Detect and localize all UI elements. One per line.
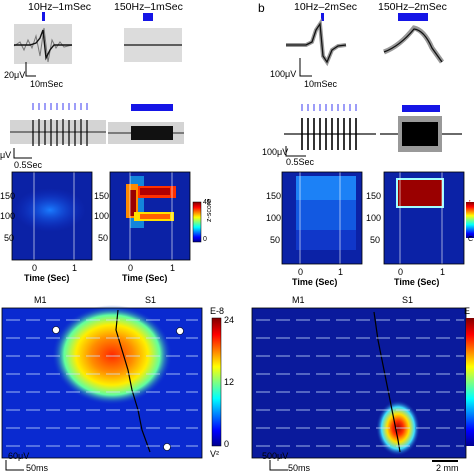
wave-time-label-b: 10mSec (304, 79, 338, 89)
map-colorbar-mid: 12 (224, 377, 235, 387)
distance-scale-label: 2 mm (436, 463, 459, 473)
map-amp-label-b: 500μV (262, 451, 289, 461)
heatmap-150hz-2ms (383, 171, 465, 265)
map-a-region-s1: S1 (145, 295, 157, 305)
heatmap-d-xtick-0: 0 (398, 267, 404, 277)
heatmap-a-xlabel: Time (Sec) (24, 273, 70, 283)
waveform-10hz-2ms (286, 18, 347, 67)
pulse-train-150hz-1ms (108, 122, 184, 144)
heatmap-colorbar-b-bottom: C (468, 236, 474, 243)
heatmap-a-ytick-150: 150 (0, 191, 16, 201)
waveform-150hz-1ms (124, 28, 182, 62)
waveform-150hz-2ms (383, 25, 445, 64)
heatmap-b-ytick-50: 50 (98, 233, 109, 243)
stim-title-10hz-2ms: 10Hz–2mSec (294, 1, 358, 13)
pulse-train-10hz-2ms (284, 118, 376, 150)
heatmap-a-ytick-50: 50 (4, 233, 15, 243)
train-amp-label-b: 100μV (262, 147, 289, 157)
map-colorbar-a (211, 317, 222, 447)
stim-marker-10hz-2ms (321, 13, 324, 21)
map-a-region-m1: M1 (34, 295, 47, 305)
wave-time-label-a: 10mSec (30, 79, 64, 89)
heatmap-c-ytick-150: 150 (266, 191, 282, 201)
waveform-10hz-1ms (13, 24, 73, 64)
stim-marker-150hz-1ms (143, 13, 153, 21)
heatmap-c-xtick-0: 0 (298, 267, 304, 277)
electrode-traces-b (256, 319, 464, 447)
power-map-b (251, 307, 467, 459)
power-map-a (1, 305, 203, 459)
heatmap-a-xtick-0: 0 (32, 263, 38, 273)
heatmap-colorbar-max: 45 (203, 199, 211, 206)
pulse-train-markers-10hz (32, 103, 88, 110)
pulse-train-10hz-1ms (10, 119, 106, 146)
heatmap-10hz-1ms (11, 171, 93, 261)
heatmap-colorbar-b (466, 202, 474, 238)
map-colorbar-min: 0 (224, 439, 230, 449)
heatmap-d-xlabel: Time (Sec) (394, 277, 440, 287)
heatmap-b-ytick-150: 150 (94, 191, 110, 201)
pulse-train-marker-150hz-b (402, 105, 440, 112)
heatmap-colorbar-label: z-score (206, 199, 213, 222)
train-time-label-b: 0.5Sec (286, 157, 315, 167)
heatmap-b-xtick-1: 1 (170, 263, 176, 273)
map-amp-label-a: 60μV (8, 451, 30, 461)
map-colorbar-exp: E-8 (210, 306, 225, 316)
map-colorbar-max: 24 (224, 315, 235, 325)
map-b-region-s1: S1 (402, 295, 414, 305)
heatmap-d-ytick-50: 50 (370, 235, 381, 245)
stim-title-150hz-2ms: 150Hz–2mSec (378, 1, 447, 13)
map-colorbar-b (466, 318, 474, 446)
heatmap-colorbar (192, 201, 202, 243)
heatmap-b-xtick-0: 0 (128, 263, 134, 273)
heatmap-a-ytick-100: 100 (0, 211, 16, 221)
map-colorbar-unit: V² (210, 449, 219, 459)
wave-amp-label-a: 20μV (4, 70, 26, 80)
heatmap-c-xlabel: Time (Sec) (292, 277, 338, 287)
heatmap-c-xtick-1: 1 (338, 267, 344, 277)
pulse-train-markers-10hz-b (301, 104, 357, 111)
heatmap-b-xlabel: Time (Sec) (122, 273, 168, 283)
heatmap-c-ytick-50: 50 (270, 235, 281, 245)
map-time-label-b: 50ms (288, 463, 311, 473)
stim-marker-150hz-2ms (398, 13, 428, 21)
heatmap-150hz-1ms (109, 171, 191, 261)
map-b-region-m1: M1 (292, 295, 305, 305)
stim-marker-10hz-1ms (42, 12, 45, 21)
wave-amp-label-b: 100μV (270, 69, 297, 79)
map-time-label-a: 50ms (26, 463, 49, 473)
heatmap-c-ytick-100: 100 (266, 213, 282, 223)
pulse-train-150hz-2ms (380, 116, 462, 152)
heatmap-b-ytick-100: 100 (94, 211, 110, 221)
pulse-train-marker-150hz (131, 104, 173, 111)
heatmap-a-xtick-1: 1 (72, 263, 78, 273)
heatmap-d-xtick-1: 1 (440, 267, 446, 277)
heatmap-colorbar-min: 0 (203, 236, 207, 243)
heatmap-d-ytick-100: 100 (366, 213, 382, 223)
stim-title-10hz-1ms: 10Hz–1mSec (28, 1, 92, 13)
train-amp-label-a: μV (0, 150, 12, 160)
heatmap-d-ytick-150: 150 (366, 191, 382, 201)
train-time-label-a: 0.5Sec (14, 160, 43, 170)
stim-title-150hz-1ms: 150Hz–1mSec (114, 1, 183, 13)
heatmap-10hz-2ms (281, 171, 363, 265)
map-colorbar-b-exp: E (464, 306, 471, 316)
panel-b-letter: b (258, 1, 265, 15)
heatmap-colorbar-b-top: ↑ (468, 199, 472, 206)
